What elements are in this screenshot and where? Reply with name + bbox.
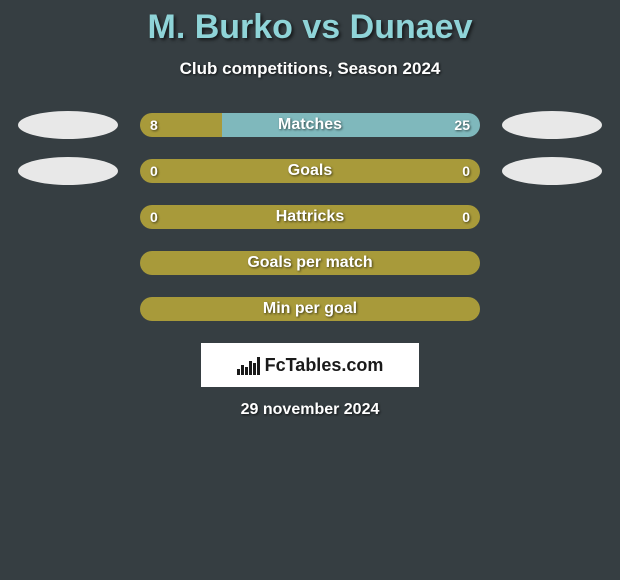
stat-row: 0Goals0 — [0, 159, 620, 183]
avatar-right — [502, 157, 602, 185]
avatar-right — [502, 295, 602, 323]
avatar-left — [18, 111, 118, 139]
avatar-left — [18, 157, 118, 185]
bar-value-right: 25 — [454, 113, 470, 137]
comparison-widget: M. Burko vs Dunaev Club competitions, Se… — [0, 0, 620, 419]
stat-row: Min per goal — [0, 297, 620, 321]
stat-bar: 0Hattricks0 — [140, 205, 480, 229]
bar-label: Matches — [140, 113, 480, 137]
stat-bar: Goals per match — [140, 251, 480, 275]
avatar-right — [502, 249, 602, 277]
stat-bar: 0Goals0 — [140, 159, 480, 183]
bar-label: Hattricks — [140, 205, 480, 229]
subtitle: Club competitions, Season 2024 — [0, 59, 620, 79]
avatar-right — [502, 203, 602, 231]
avatar-left — [18, 249, 118, 277]
bar-value-right: 0 — [462, 159, 470, 183]
chart-icon — [237, 355, 261, 375]
bar-label: Goals per match — [140, 251, 480, 275]
avatar-left — [18, 203, 118, 231]
avatar-left — [18, 295, 118, 323]
avatar-right — [502, 111, 602, 139]
logo-text: FcTables.com — [265, 355, 384, 376]
date-text: 29 november 2024 — [0, 401, 620, 419]
bar-label: Goals — [140, 159, 480, 183]
stat-row: 8Matches25 — [0, 113, 620, 137]
stat-bar: 8Matches25 — [140, 113, 480, 137]
bar-label: Min per goal — [140, 297, 480, 321]
stat-bar: Min per goal — [140, 297, 480, 321]
stat-row: Goals per match — [0, 251, 620, 275]
logo-box[interactable]: FcTables.com — [201, 343, 419, 387]
stat-row: 0Hattricks0 — [0, 205, 620, 229]
stat-rows: 8Matches250Goals00Hattricks0Goals per ma… — [0, 113, 620, 321]
bar-value-right: 0 — [462, 205, 470, 229]
page-title: M. Burko vs Dunaev — [0, 8, 620, 47]
